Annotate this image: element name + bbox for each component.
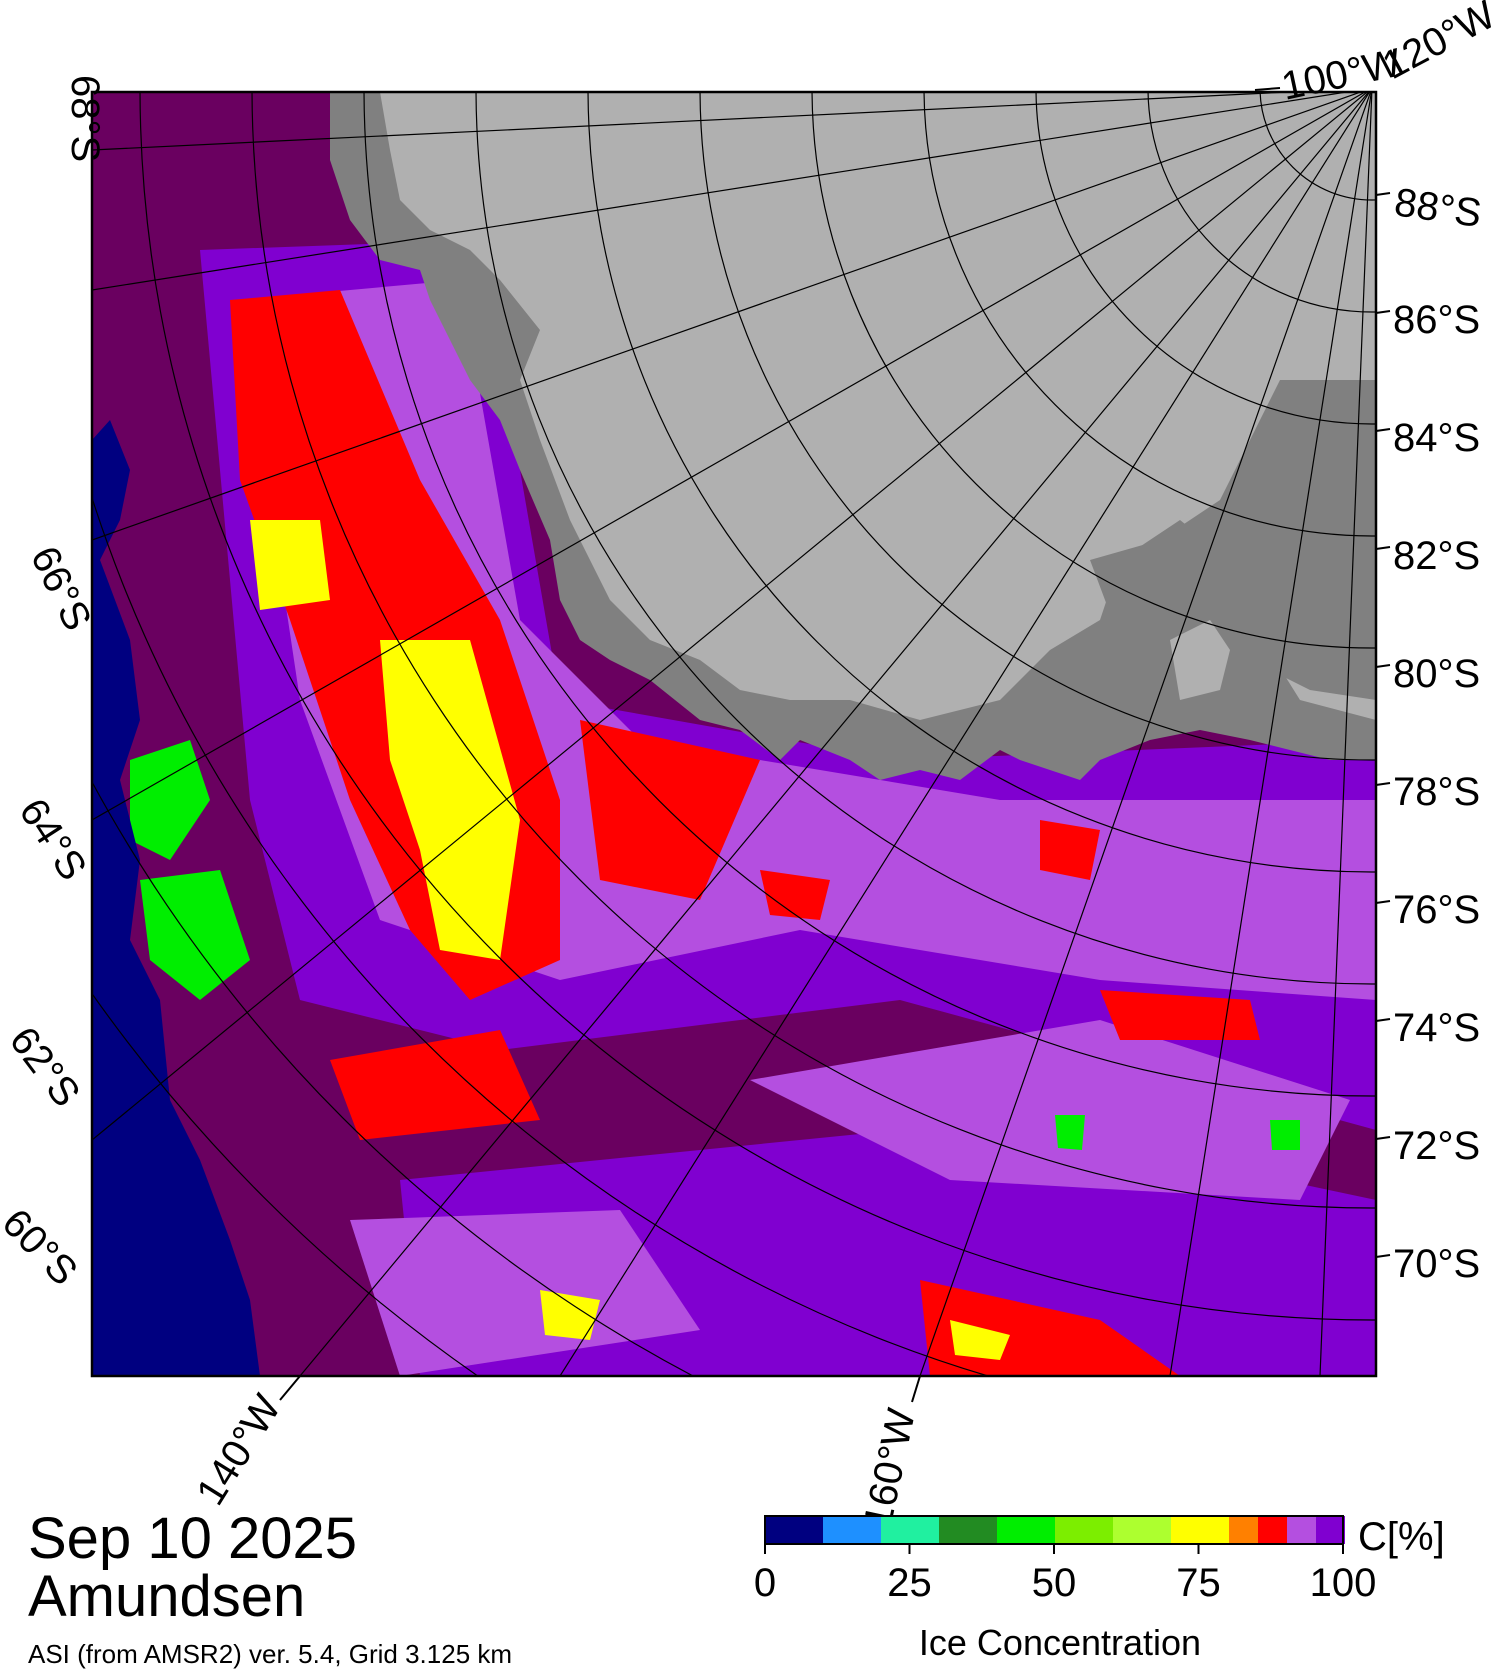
colorbar: 0 25 50 75 100: [754, 1515, 1377, 1605]
lat-tick-right: [1375, 1018, 1391, 1022]
colorbar-swatch: [765, 1516, 823, 1544]
lat-tick-right: [1375, 782, 1391, 786]
colorbar-swatch: [1113, 1516, 1171, 1544]
lat-label-left: 62°S: [1, 1019, 89, 1115]
lat-tick-right: [1375, 1136, 1391, 1140]
lat-label-right: 80°S: [1393, 652, 1480, 696]
colorbar-tick-label: 100: [1310, 1561, 1377, 1605]
lat-label-right: 82°S: [1393, 534, 1480, 578]
map-region: Amundsen: [28, 1564, 306, 1629]
colorbar-tick-label: 50: [1032, 1561, 1077, 1605]
lat-tick-right: [1375, 192, 1391, 196]
lat-tick-right: [1375, 664, 1391, 668]
colorbar-swatch: [881, 1516, 939, 1544]
colorbar-swatch: [823, 1516, 881, 1544]
lat-label-right: 78°S: [1393, 770, 1480, 814]
lat-tick-right: [1375, 546, 1391, 550]
colorbar-swatch: [997, 1516, 1055, 1544]
colorbar-swatch: [1316, 1516, 1345, 1544]
colorbar-unit: C[%]: [1358, 1515, 1445, 1559]
graticule-meridians: [92, 92, 1373, 1376]
colorbar-swatch: [939, 1516, 997, 1544]
lat-label-left: 66°S: [22, 540, 100, 638]
colorbar-swatch: [1258, 1516, 1287, 1544]
colorbar-label: Ice Concentration: [919, 1622, 1201, 1663]
open-water: [92, 420, 260, 1376]
colorbar-swatch: [1229, 1516, 1258, 1544]
ice-green-zones: [130, 740, 1300, 1150]
colorbar-tick-label: 75: [1176, 1561, 1221, 1605]
lat-label-right: 86°S: [1393, 298, 1480, 342]
lat-tick-right: [1375, 310, 1391, 314]
ice-yellow-zones: [250, 520, 1010, 1360]
lat-label-right: 74°S: [1393, 1006, 1480, 1050]
lat-tick-right: [1375, 1254, 1391, 1258]
lat-label-right: 88°S: [1392, 180, 1484, 236]
ice-shelf-inner: [1090, 380, 1376, 700]
colorbar-swatch: [1171, 1516, 1229, 1544]
land-ice: [380, 92, 1376, 720]
lat-label-right: 70°S: [1393, 1242, 1480, 1286]
lon-label-160w: 160°W: [856, 1405, 924, 1532]
lon-label-120w: 120°W: [1376, 0, 1499, 88]
colorbar-swatch: [1287, 1516, 1316, 1544]
colorbar-tick-label: 25: [887, 1561, 932, 1605]
lat-label-right: 72°S: [1393, 1124, 1480, 1168]
map-frame: [90, 90, 1378, 1378]
land-ice-patch: [1170, 620, 1230, 700]
lon-label-140w: 140°W: [188, 1387, 289, 1513]
colorbar-tick-label: 0: [754, 1561, 776, 1605]
map-date: Sep 10 2025: [28, 1506, 357, 1571]
lat-label-right: 84°S: [1393, 416, 1480, 460]
lat-label-right: 76°S: [1393, 888, 1480, 932]
lat-label-left: 68°S: [63, 75, 107, 162]
latitude-labels-right: 88°S 86°S 84°S 82°S 80°S 78°S 76°S 74°S 72°S 70°S: [1375, 180, 1484, 1286]
colorbar-swatch: [1055, 1516, 1113, 1544]
lat-label-left: 60°S: [0, 1201, 86, 1294]
map-subtitle: ASI (from AMSR2) ver. 5.4, Grid 3.125 km: [28, 1639, 513, 1669]
lat-label-left: 64°S: [10, 791, 94, 888]
lat-tick-right: [1375, 428, 1391, 432]
lat-tick-right: [1375, 900, 1391, 904]
